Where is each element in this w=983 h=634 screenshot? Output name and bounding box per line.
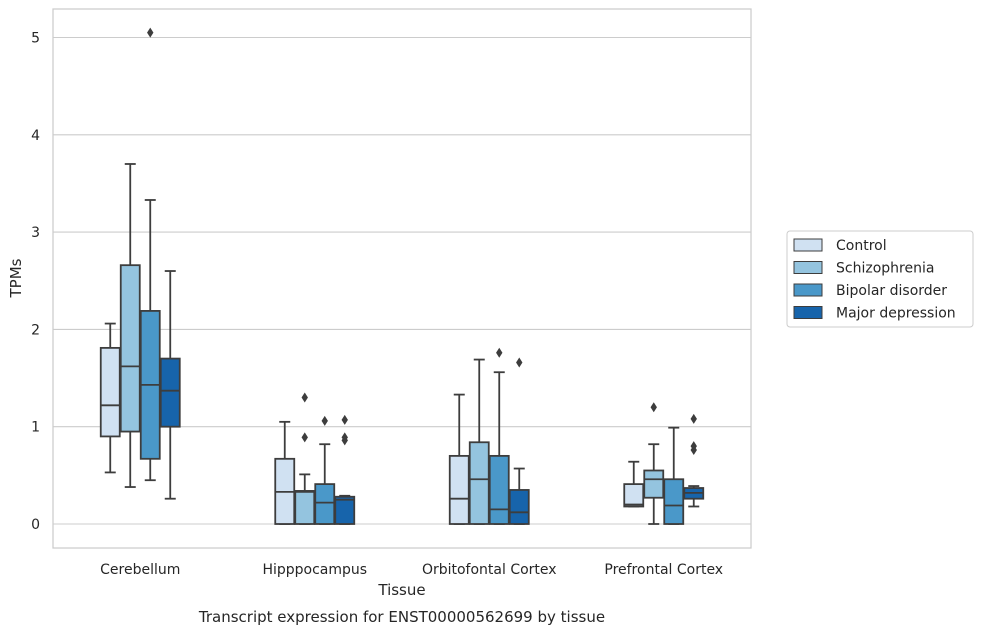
y-axis-label: TPMs (7, 258, 25, 298)
box-body (294, 490, 316, 525)
box-body (159, 357, 181, 428)
boxes (99, 27, 705, 525)
box-schizophrenia (643, 402, 665, 525)
outlier-point (690, 441, 697, 452)
box-control (448, 393, 470, 525)
outlier-point (496, 347, 503, 358)
legend-swatch (793, 283, 823, 297)
box-body (488, 454, 510, 525)
chart-caption: Transcript expression for ENST0000056269… (198, 608, 605, 626)
y-tick-labels: 0 1 2 3 4 5 (31, 31, 40, 534)
y-tick-label: 5 (31, 31, 40, 47)
y-tick-label: 4 (31, 128, 40, 144)
box-body (334, 495, 356, 525)
box-major-depression (683, 413, 705, 508)
y-tick-label: 3 (31, 225, 40, 241)
outlier-point (341, 414, 348, 425)
box-bipolar-disorder (488, 347, 510, 525)
y-tick-label: 2 (31, 322, 40, 338)
legend-label: Control (836, 238, 887, 254)
box-body (99, 346, 121, 438)
box-bipolar-disorder (139, 27, 161, 482)
box-body (119, 264, 141, 433)
legend-label: Schizophrenia (836, 261, 934, 277)
box-bipolar-disorder (663, 426, 685, 525)
legend-swatch (793, 306, 823, 319)
box-body (314, 483, 336, 525)
box-control (99, 322, 121, 474)
box-major-depression (159, 270, 181, 500)
legend-label: Bipolar disorder (836, 283, 947, 299)
box-control (274, 420, 296, 525)
outlier-point (690, 413, 697, 424)
outlier-point (301, 392, 308, 403)
y-tick-label: 1 (31, 420, 40, 436)
x-tick-labels: Cerebellum Hipppocampus Orbitofontal Corte… (100, 562, 723, 578)
legend-swatch (793, 238, 823, 252)
outlier-point (147, 27, 154, 38)
box-body (623, 483, 645, 508)
y-tick-label: 0 (31, 517, 40, 533)
box-body (448, 454, 470, 525)
box-body (663, 478, 685, 525)
x-tick-label: Hipppocampus (262, 562, 367, 578)
box-schizophrenia (119, 163, 141, 488)
legend: Control Schizophrenia Bipolar disorder Majo… (786, 230, 974, 328)
box-schizophrenia (294, 392, 316, 525)
x-tick-label: Prefrontal Cortex (604, 562, 723, 578)
box-body (468, 441, 490, 525)
outlier-point (301, 432, 308, 443)
legend-items: Control Schizophrenia Bipolar disorder Majo… (793, 238, 956, 322)
legend-swatch (793, 261, 823, 274)
plot-area-frame (52, 8, 752, 549)
x-axis-label: Tissue (377, 581, 425, 599)
x-tick-label: Orbitofontal Cortex (422, 562, 557, 578)
x-tick-label: Cerebellum (100, 562, 180, 578)
legend-frame (786, 230, 974, 328)
outlier-point (650, 402, 657, 413)
box-schizophrenia (468, 358, 490, 525)
box-body (508, 489, 530, 525)
box-major-depression (508, 357, 530, 525)
legend-label: Major depression (836, 306, 956, 322)
box-control (623, 460, 645, 508)
outlier-point (341, 432, 348, 443)
outlier-point (516, 357, 523, 368)
box-body (643, 469, 665, 499)
outlier-point (321, 415, 328, 426)
box-bipolar-disorder (314, 415, 336, 525)
box-major-depression (334, 414, 356, 525)
